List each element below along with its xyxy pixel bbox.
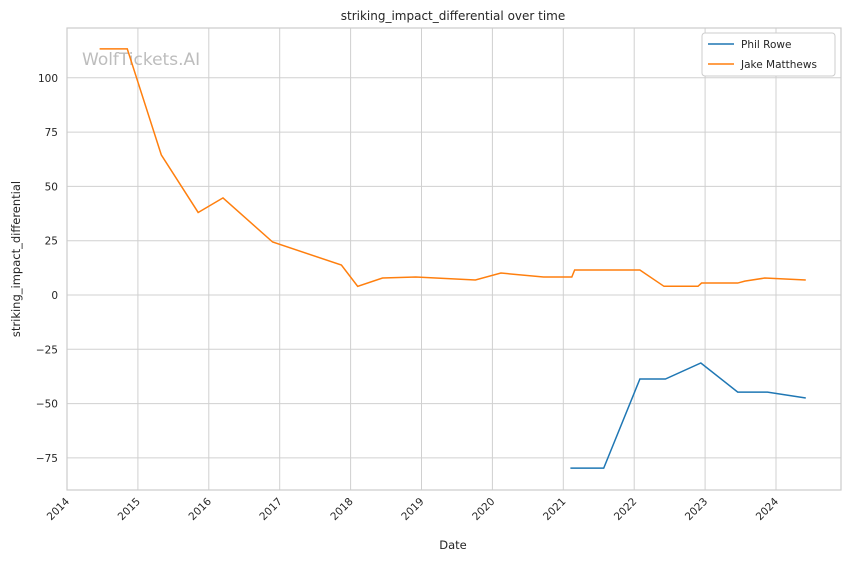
x-tick-label: 2020: [470, 496, 497, 523]
legend-label: Phil Rowe: [741, 39, 791, 51]
series-line-jake-matthews: [99, 48, 806, 288]
x-tick-label: 2014: [45, 495, 73, 523]
legend: Phil Rowe Jake Matthews: [701, 32, 836, 77]
x-tick-label: 2024: [754, 495, 782, 523]
y-tick-label: −25: [36, 344, 58, 356]
x-tick-label: 2022: [612, 496, 639, 523]
x-tick-label: 2016: [187, 495, 215, 523]
plot-frame: [66, 27, 842, 491]
watermark: WolfTickets.AI: [82, 50, 200, 70]
x-tick-label: 2021: [541, 496, 568, 523]
y-tick-label: −50: [36, 399, 58, 411]
y-tick-label: 0: [51, 290, 58, 302]
x-tick-label: 2023: [683, 496, 710, 523]
x-tick-label: 2019: [399, 496, 426, 523]
y-tick-label: 100: [38, 73, 58, 85]
y-axis-label: striking_impact_differential: [9, 181, 23, 337]
y-tick-label: 25: [45, 236, 58, 248]
chart-title: striking_impact_differential over time: [341, 9, 566, 23]
y-tick-label: 75: [45, 127, 58, 139]
legend-label: Jake Matthews: [740, 59, 817, 71]
x-tick-label: 2015: [116, 496, 143, 523]
y-tick-label: 50: [45, 181, 58, 193]
series-line-phil-rowe: [570, 362, 806, 469]
x-axis-label: Date: [439, 538, 467, 552]
y-tick-label: −75: [36, 453, 58, 465]
x-tick-label: 2017: [257, 496, 284, 523]
x-tick-label: 2018: [328, 496, 355, 523]
